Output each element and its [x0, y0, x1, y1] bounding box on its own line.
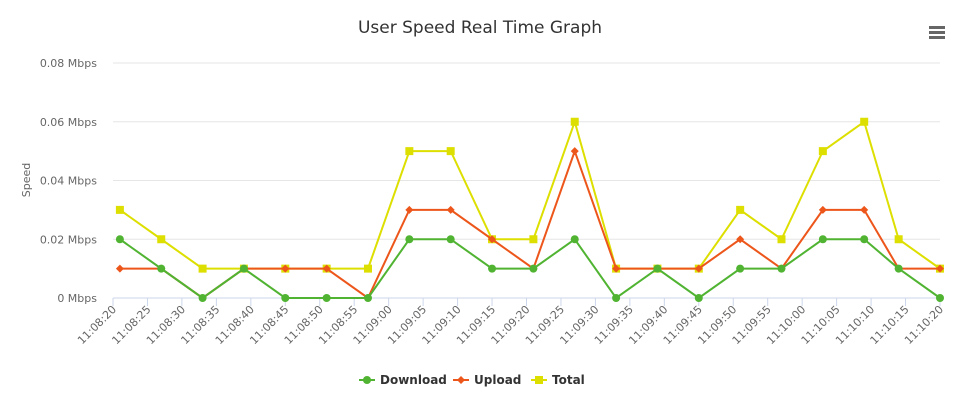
marker — [860, 205, 869, 214]
marker — [860, 117, 869, 126]
y-tick-label: 0.08 Mbps — [40, 57, 97, 70]
marker — [115, 235, 124, 244]
menu-button[interactable] — [929, 26, 945, 39]
marker — [818, 235, 827, 244]
y-tick-label: 0.04 Mbps — [40, 175, 97, 188]
marker — [239, 264, 248, 273]
legend-label: Download — [380, 373, 447, 387]
marker — [894, 235, 903, 244]
marker — [694, 294, 703, 302]
y-tick-label: 0 Mbps — [57, 292, 97, 305]
marker — [405, 205, 414, 214]
marker — [363, 294, 372, 302]
marker — [736, 264, 745, 273]
marker — [936, 294, 944, 302]
marker — [894, 264, 903, 273]
marker — [570, 235, 579, 244]
legend-item[interactable]: Download — [359, 373, 447, 387]
marker — [529, 235, 538, 244]
marker — [457, 376, 465, 384]
y-tick-label: 0.06 Mbps — [40, 116, 97, 129]
marker — [488, 235, 497, 244]
marker — [198, 294, 207, 302]
marker — [157, 235, 166, 244]
marker — [936, 264, 944, 273]
y-tick-label: 0.02 Mbps — [40, 233, 97, 246]
series-line — [119, 148, 940, 300]
marker — [777, 235, 786, 244]
marker — [818, 205, 827, 214]
legend-label: Total — [552, 373, 585, 387]
marker — [612, 264, 621, 273]
marker — [736, 205, 745, 214]
marker — [529, 264, 538, 273]
chart-title: User Speed Real Time Graph — [358, 18, 602, 38]
marker — [570, 147, 579, 156]
marker — [777, 264, 786, 273]
marker — [860, 235, 869, 244]
marker — [653, 264, 662, 273]
marker — [115, 205, 124, 214]
marker — [405, 147, 414, 156]
marker — [446, 205, 455, 214]
marker — [115, 264, 124, 273]
marker — [570, 117, 579, 126]
marker — [281, 264, 290, 273]
series-line — [119, 118, 941, 270]
marker — [488, 264, 497, 273]
legend-label: Upload — [474, 373, 521, 387]
marker — [363, 264, 372, 273]
marker — [446, 235, 455, 244]
marker — [694, 264, 703, 273]
marker — [446, 147, 455, 156]
marker — [405, 235, 414, 244]
marker — [363, 376, 371, 384]
marker — [157, 264, 166, 273]
marker — [535, 376, 543, 384]
marker — [322, 264, 331, 273]
y-axis-label: Speed — [20, 163, 33, 197]
marker — [322, 294, 331, 302]
marker — [818, 147, 827, 156]
marker — [198, 264, 207, 273]
marker — [612, 294, 621, 302]
marker — [281, 294, 290, 302]
marker — [736, 235, 745, 244]
